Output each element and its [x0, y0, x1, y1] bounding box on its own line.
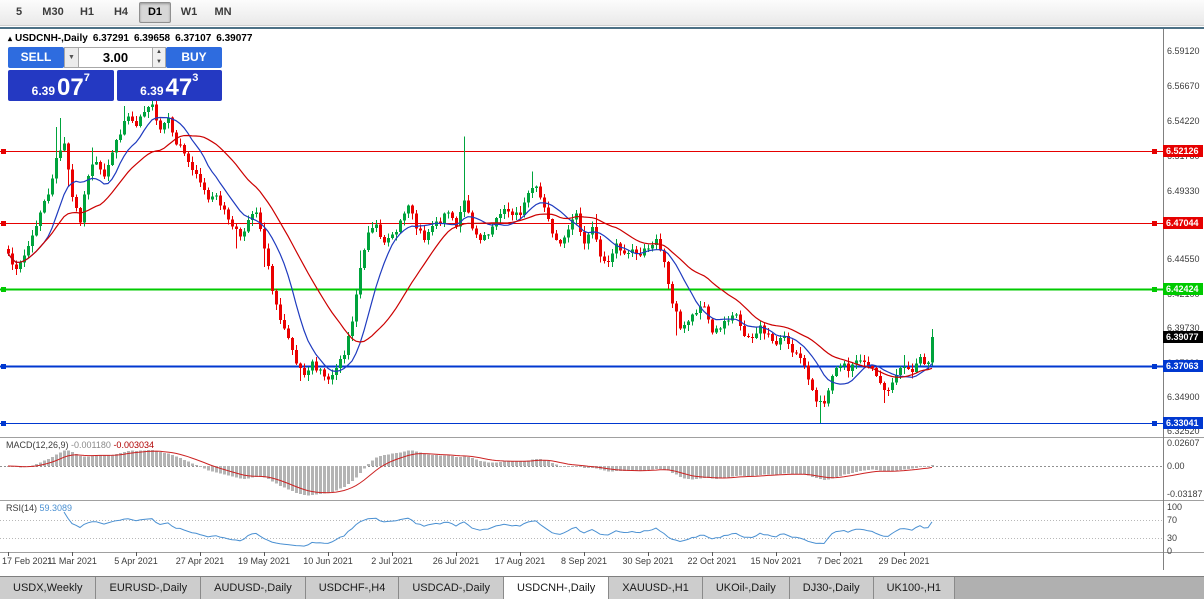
rsi-name: RSI(14)	[6, 503, 38, 513]
date-label: 19 May 2021	[237, 556, 291, 566]
ohlc-open: 6.37291	[92, 33, 129, 44]
date-label: 17 Feb 2021	[2, 556, 53, 566]
buy-price-display[interactable]: 6.39 47 3	[116, 70, 222, 101]
price-tick: 6.34900	[1167, 391, 1200, 402]
date-label: 8 Sep 2021	[560, 556, 608, 566]
date-label: 10 Jun 2021	[303, 556, 353, 566]
ohlc-high: 6.39658	[133, 33, 171, 44]
date-label: 29 Dec 2021	[878, 556, 930, 566]
date-axis[interactable]: 17 Feb 2021 11 Mar 2021 5 Apr 2021 27 Apr 2…	[0, 556, 1163, 569]
price-level-label-6.33041: 6.33041	[1163, 417, 1203, 430]
chart-tab-eurusd-daily[interactable]: EURUSD-,Daily	[96, 577, 202, 599]
ohlc-close: 6.39077	[216, 33, 253, 44]
sell-price-pip: 7	[83, 72, 90, 84]
one-click-trading-panel: SELL ▼ 3.00 ▲ ▼ BUY 6.39 07 7 6.39 47 3	[8, 47, 222, 101]
macd-indicator-label: MACD(12,26,9) -0.001180 -0.003034	[6, 440, 154, 450]
chart-ohlc-header: ▴ USDCNH-,Daily 6.37291 6.39658 6.37107 6.390…	[8, 33, 257, 44]
chart-tab-usdcnh-daily[interactable]: USDCNH-,Daily	[503, 577, 610, 599]
price-tick: 6.49330	[1167, 185, 1200, 196]
rsi-indicator-label: RSI(14) 59.3089	[6, 503, 72, 513]
chart-tab-usdcad-daily[interactable]: USDCAD-,Daily	[399, 577, 504, 599]
chart-window-border	[0, 27, 1204, 29]
chart-tab-ukoil-daily[interactable]: UKOil-,Daily	[702, 577, 790, 599]
ohlc-low: 6.37107	[175, 33, 212, 44]
price-tick: 6.59120	[1167, 46, 1200, 57]
date-label: 22 Oct 2021	[687, 556, 737, 566]
timeframe-button-m30[interactable]: M30	[42, 6, 64, 18]
date-label: 30 Sep 2021	[622, 556, 674, 566]
rsi-value: 59.3089	[39, 503, 73, 513]
macd-name: MACD(12,26,9)	[6, 440, 69, 450]
timeframe-button-d1[interactable]: D1	[139, 2, 171, 23]
rsi-axis-label: 70	[1167, 515, 1178, 526]
chevron-down-icon: ▼	[68, 54, 75, 61]
sell-button[interactable]: SELL	[8, 47, 64, 68]
macd-axis-label: -0.03187	[1167, 488, 1203, 499]
chart-tabs-bar: USDX,Weekly EURUSD-,Daily AUDUSD-,Daily USD…	[0, 576, 1204, 599]
volume-increase-button[interactable]: ▲	[153, 48, 165, 58]
current-price-label: 6.39077	[1163, 331, 1203, 344]
volume-input[interactable]: 3.00	[79, 47, 153, 68]
timeframe-button-w1[interactable]: W1	[180, 6, 198, 18]
date-label: 2 Jul 2021	[371, 556, 413, 566]
date-label: 26 Jul 2021	[432, 556, 480, 566]
rsi-axis-label: 100	[1167, 502, 1183, 512]
chart-symbol-title: USDCNH-,Daily	[15, 33, 88, 44]
timeframe-button-5[interactable]: 5	[15, 6, 23, 18]
macd-axis-label: 0.02607	[1167, 438, 1200, 449]
timeframe-toolbar: 5 M30 H1 H4 D1 W1 MN	[0, 0, 1204, 26]
macd-value-main: -0.001180	[71, 440, 111, 450]
volume-dropdown-button[interactable]: ▼	[64, 47, 79, 68]
date-label: 11 Mar 2021	[47, 556, 97, 566]
volume-spinner: ▲ ▼	[153, 47, 166, 68]
macd-axis-label: 0.00	[1167, 461, 1185, 471]
collapse-icon[interactable]: ▴	[8, 34, 13, 43]
sell-price-display[interactable]: 6.39 07 7	[8, 70, 114, 101]
chart-tab-uk100-h1[interactable]: UK100-,H1	[873, 577, 956, 599]
price-tick: 6.39730	[1167, 322, 1200, 333]
price-axis[interactable]: 6.591206.566706.542206.517806.493306.468…	[1163, 0, 1204, 575]
price-level-label-6.37063: 6.37063	[1163, 359, 1203, 372]
date-label: 27 Apr 2021	[175, 556, 225, 566]
date-label: 17 Aug 2021	[494, 556, 546, 566]
chart-tab-audusd-daily[interactable]: AUDUSD-,Daily	[201, 577, 306, 599]
date-label: 5 Apr 2021	[114, 556, 158, 566]
rsi-axis-label: 30	[1167, 532, 1178, 543]
buy-price-prefix: 6.39	[140, 84, 164, 98]
chart-canvas[interactable]	[0, 0, 1204, 575]
sell-price-prefix: 6.39	[31, 84, 56, 98]
sell-price-main: 07	[57, 74, 84, 101]
chart-tab-dj30-daily[interactable]: DJ30-,Daily	[789, 577, 874, 599]
price-tick: 6.54220	[1167, 116, 1200, 127]
buy-button[interactable]: BUY	[166, 47, 222, 68]
buy-price-main: 47	[165, 74, 193, 101]
buy-price-pip: 3	[192, 72, 199, 84]
timeframe-button-mn[interactable]: MN	[214, 6, 232, 18]
timeframe-button-h1[interactable]: H1	[79, 6, 95, 18]
price-tick: 6.32520	[1167, 425, 1200, 436]
macd-value-signal: -0.003034	[113, 440, 154, 450]
chart-tab-xauusd-h1[interactable]: XAUUSD-,H1	[609, 577, 703, 599]
volume-decrease-button[interactable]: ▼	[153, 57, 165, 67]
price-tick: 6.56670	[1167, 81, 1200, 92]
price-level-label-6.52126: 6.52126	[1163, 144, 1203, 157]
price-level-label-6.42424: 6.42424	[1163, 283, 1203, 296]
chart-tab-usdx-weekly[interactable]: USDX,Weekly	[0, 577, 97, 599]
price-tick: 6.44550	[1167, 254, 1200, 265]
date-label: 7 Dec 2021	[816, 556, 864, 566]
rsi-axis-label: 0	[1167, 546, 1173, 556]
timeframe-button-h4[interactable]: H4	[113, 6, 129, 18]
chart-tab-usdchf-h4[interactable]: USDCHF-,H4	[305, 577, 400, 599]
date-label: 15 Nov 2021	[750, 556, 802, 566]
price-level-label-6.47044: 6.47044	[1163, 217, 1203, 230]
